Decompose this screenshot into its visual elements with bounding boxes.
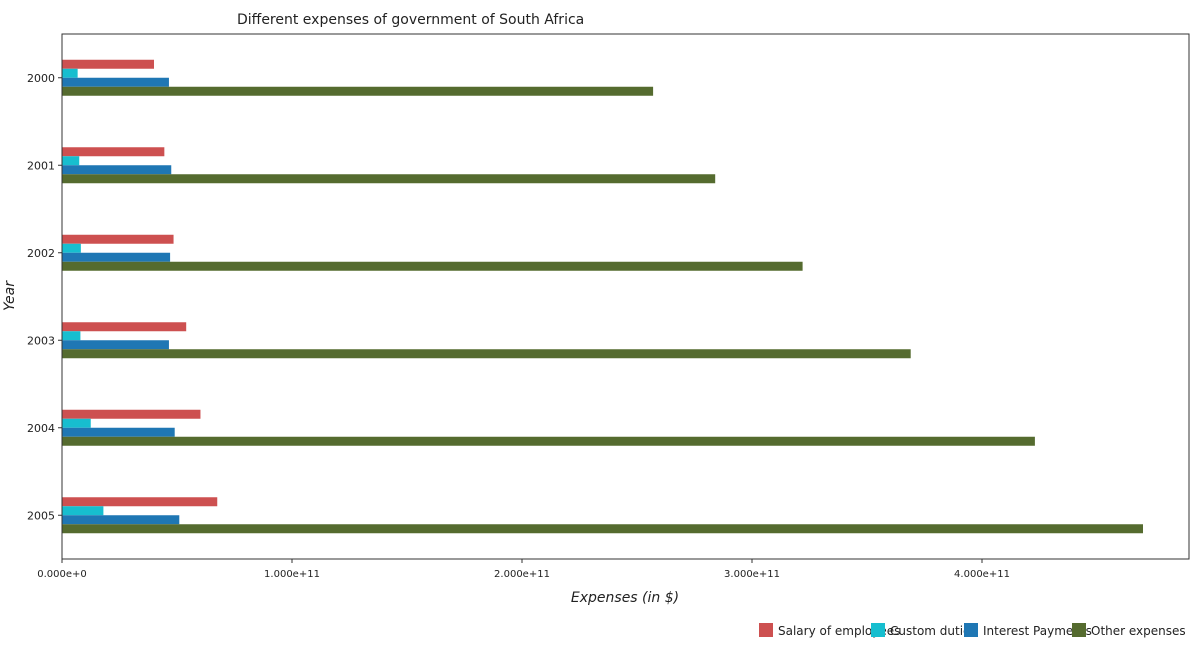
x-axis: 0.000e+0 1.000e+11 2.000e+11 3.000e+11 4.000… bbox=[37, 559, 1010, 580]
plot-frame bbox=[61, 33, 1190, 560]
legend-swatch bbox=[871, 623, 885, 637]
bar-interest-payments-2002 bbox=[62, 252, 171, 262]
bar-interest-payments-2001 bbox=[62, 165, 172, 175]
bar-custom-duties-2002 bbox=[62, 243, 81, 253]
legend-label: Custom duties bbox=[890, 624, 977, 638]
bar-custom-duties-2000 bbox=[62, 68, 78, 78]
bar-custom-duties-2004 bbox=[62, 418, 91, 428]
x-tick-label: 1.000e+11 bbox=[264, 569, 320, 580]
bar-salary-of-employees-2001 bbox=[62, 147, 165, 157]
bar-other-expenses-2004 bbox=[62, 436, 1035, 446]
legend-swatch bbox=[964, 623, 978, 637]
y-tick-label: 2003 bbox=[27, 334, 55, 347]
bar-other-expenses-2001 bbox=[62, 174, 716, 184]
bar-custom-duties-2003 bbox=[62, 331, 81, 341]
legend-label: Salary of employees bbox=[778, 624, 900, 638]
x-axis-label: Expenses (in $) bbox=[571, 590, 679, 606]
bar-custom-duties-2001 bbox=[62, 156, 80, 166]
chart-title: Different expenses of government of Sout… bbox=[237, 12, 584, 28]
legend-swatch bbox=[1072, 623, 1086, 637]
y-tick-label: 2005 bbox=[27, 509, 55, 522]
bar-salary-of-employees-2004 bbox=[62, 409, 201, 419]
y-axis: 2000 2001 2002 2003 2004 2005 bbox=[27, 72, 62, 522]
y-axis-label: Year bbox=[2, 280, 18, 311]
bar-other-expenses-2002 bbox=[62, 261, 803, 271]
x-tick-label: 2.000e+11 bbox=[494, 569, 550, 580]
bars-group bbox=[62, 59, 1143, 534]
bar-salary-of-employees-2002 bbox=[62, 234, 174, 244]
x-tick-label: 4.000e+11 bbox=[954, 569, 1010, 580]
y-tick-label: 2004 bbox=[27, 422, 55, 435]
bar-salary-of-employees-2005 bbox=[62, 497, 218, 507]
bar-other-expenses-2003 bbox=[62, 349, 911, 359]
bar-other-expenses-2005 bbox=[62, 524, 1143, 534]
legend-swatch bbox=[759, 623, 773, 637]
bar-salary-of-employees-2003 bbox=[62, 322, 187, 332]
bar-interest-payments-2005 bbox=[62, 515, 180, 525]
bar-salary-of-employees-2000 bbox=[62, 59, 154, 69]
bar-interest-payments-2004 bbox=[62, 427, 175, 437]
legend-label: Other expenses bbox=[1091, 624, 1186, 638]
bar-custom-duties-2005 bbox=[62, 506, 104, 516]
y-tick-label: 2002 bbox=[27, 247, 55, 260]
bar-interest-payments-2000 bbox=[62, 77, 169, 87]
legend-label: Interest Payments bbox=[983, 624, 1092, 638]
x-tick-label: 3.000e+11 bbox=[724, 569, 780, 580]
bar-interest-payments-2003 bbox=[62, 340, 169, 350]
bar-other-expenses-2000 bbox=[62, 86, 654, 96]
y-tick-label: 2000 bbox=[27, 72, 55, 85]
x-tick-label: 0.000e+0 bbox=[37, 569, 87, 580]
y-tick-label: 2001 bbox=[27, 159, 55, 172]
